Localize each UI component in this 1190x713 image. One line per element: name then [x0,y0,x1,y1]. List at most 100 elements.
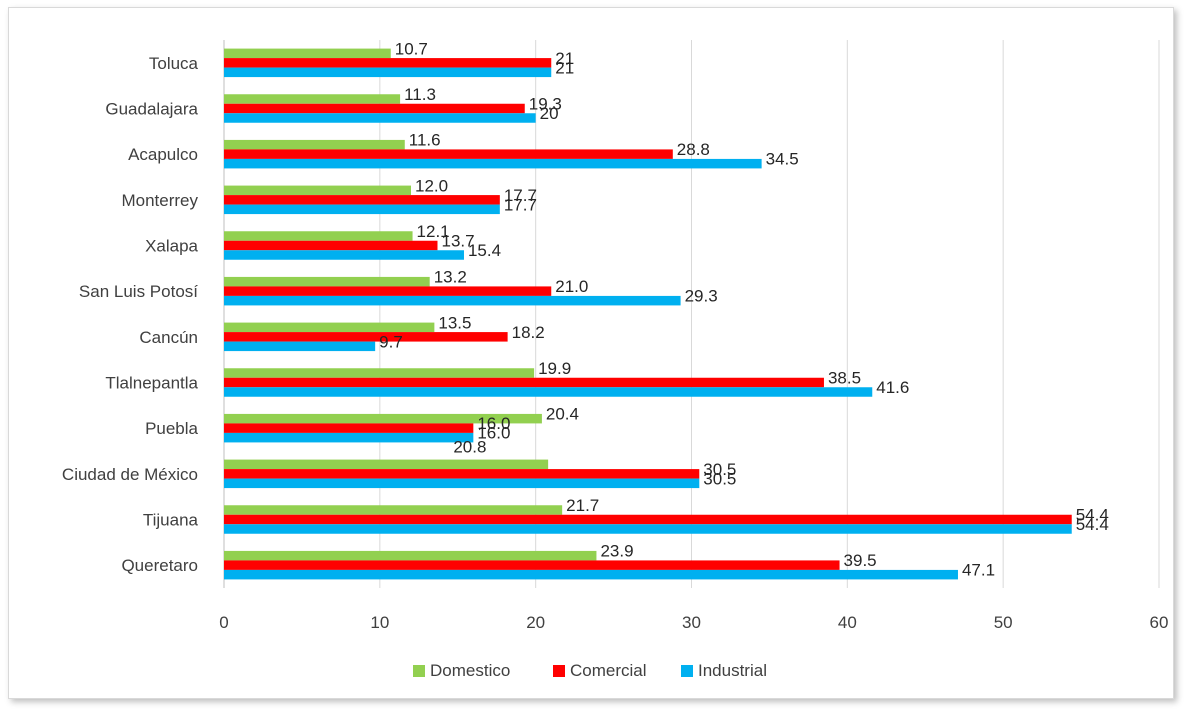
chart-frame [8,7,1174,699]
data-label-industrial-tlalnepantla: 41.6 [876,378,909,397]
category-label-monterrey: Monterrey [121,191,198,210]
x-tick-label: 30 [682,613,701,632]
bar-comercial-acapulco [224,149,673,159]
bar-domestico-puebla [224,413,542,424]
data-label-comercial-tlalnepantla: 38.5 [828,369,861,388]
category-label-queretaro: Queretaro [121,556,198,575]
data-label-domestico-xalapa: 12.1 [417,222,450,241]
data-label-domestico-tijuana: 21.7 [566,496,599,515]
bar-industrial-puebla [224,432,474,443]
data-label-domestico-san-luis-potosi: 13.2 [434,268,467,287]
bar-industrial-cancun [224,341,376,352]
bar-domestico-xalapa [224,231,413,241]
bar-industrial-toluca [224,67,552,78]
bar-comercial-ciudad-de-mexico [224,469,700,479]
bar-industrial-guadalajara [224,113,536,123]
bar-domestico-monterrey [224,185,411,196]
bar-industrial-san-luis-potosi [224,295,681,306]
bar-domestico-cancun [224,322,435,333]
bar-industrial-ciudad-de-mexico [224,478,700,489]
bar-industrial-tijuana [224,524,1072,534]
x-tick-label: 60 [1150,613,1169,632]
bar-comercial-puebla [224,423,474,433]
data-label-industrial-cancun: 9.7 [379,332,403,351]
bar-domestico-tijuana [224,505,563,515]
bar-domestico-tlalnepantla [224,368,535,378]
category-label-puebla: Puebla [145,419,198,438]
data-label-domestico-queretaro: 23.9 [600,542,633,561]
bar-industrial-monterrey [224,204,500,215]
bar-domestico-guadalajara [224,94,401,104]
data-label-extra: 20.8 [453,437,486,456]
data-label-comercial-guadalajara: 19.3 [529,95,562,114]
category-label-tijuana: Tijuana [143,511,199,530]
data-label-comercial-monterrey: 17.7 [504,186,537,205]
data-label-comercial-xalapa: 13.7 [441,232,474,251]
data-label-industrial-monterrey: 17.7 [504,195,537,214]
category-axis: Toluca Guadalajara Acapulco Monterrey Xalapa… [62,54,199,575]
legend: Domestico Comercial Industrial [413,661,767,680]
bar-industrial-queretaro [224,569,958,580]
bar-comercial-monterrey [224,195,500,205]
bar-domestico-queretaro [224,550,597,561]
legend-label-comercial: Comercial [570,661,647,680]
category-label-toluca: Toluca [149,54,199,73]
data-label-industrial-tijuana: 54.4 [1076,515,1109,534]
x-tick-label: 20 [526,613,545,632]
data-label-domestico-acapulco: 11.6 [409,131,441,150]
bar-comercial-queretaro [224,560,840,570]
bar-comercial-toluca [224,58,552,68]
data-label-domestico-tlalnepantla: 19.9 [538,359,571,378]
data-label-domestico-monterrey: 12.0 [415,176,448,195]
bar-comercial-tijuana [224,514,1072,525]
bar-domestico-acapulco [224,139,405,150]
x-tick-label: 10 [370,613,389,632]
bars [224,48,1072,580]
bar-comercial-guadalajara [224,103,525,114]
x-tick-label: 0 [219,613,228,632]
legend-swatch-domestico [413,665,425,677]
category-label-xalapa: Xalapa [145,237,198,256]
data-label-domestico-toluca: 10.7 [395,39,428,58]
data-label-comercial-toluca: 21 [555,49,574,68]
value-axis: 0 10 20 30 40 50 60 [219,613,1168,632]
x-tick-label: 50 [994,613,1013,632]
data-label-comercial-tijuana: 54.4 [1076,506,1109,525]
data-label-industrial-xalapa: 15.4 [468,241,501,260]
category-label-cancun: Cancún [139,328,198,347]
data-label-industrial-toluca: 21 [555,58,574,77]
data-label-industrial-guadalajara: 20 [540,104,559,123]
category-label-acapulco: Acapulco [128,145,198,164]
legend-swatch-comercial [553,665,565,677]
bar-domestico-san-luis-potosi [224,276,430,287]
bar-industrial-acapulco [224,158,762,169]
data-label-industrial-queretaro: 47.1 [962,561,995,580]
category-label-san-luis-potosi: San Luis Potosí [79,282,198,301]
data-label-domestico-guadalajara: 11.3 [404,85,436,104]
bar-domestico-ciudad-de-mexico [224,459,549,470]
x-tick-label: 40 [838,613,857,632]
data-label-industrial-puebla: 16.0 [477,424,510,443]
data-label-comercial-cancun: 18.2 [512,323,545,342]
bar-comercial-tlalnepantla [224,377,824,388]
bar-comercial-xalapa [224,240,438,251]
data-label-comercial-queretaro: 39.5 [844,551,877,570]
data-label-industrial-ciudad-de-mexico: 30.5 [703,469,736,488]
data-label-comercial-ciudad-de-mexico: 30.5 [703,460,736,479]
bar-domestico-toluca [224,48,391,59]
bar-industrial-tlalnepantla [224,387,873,397]
data-label-comercial-san-luis-potosi: 21.0 [555,277,588,296]
category-label-guadalajara: Guadalajara [105,100,198,119]
data-label-comercial-acapulco: 28.8 [677,140,710,159]
legend-swatch-industrial [681,665,693,677]
bar-comercial-cancun [224,332,508,342]
category-label-ciudad-de-mexico: Ciudad de México [62,465,198,484]
bar-industrial-xalapa [224,250,464,260]
data-label-domestico-puebla: 20.4 [546,405,579,424]
legend-label-industrial: Industrial [698,661,767,680]
legend-label-domestico: Domestico [430,661,510,680]
data-label-industrial-san-luis-potosi: 29.3 [685,287,718,306]
category-label-tlalnepantla: Tlalnepantla [105,374,198,393]
data-label-comercial-puebla: 16.0 [477,414,510,433]
